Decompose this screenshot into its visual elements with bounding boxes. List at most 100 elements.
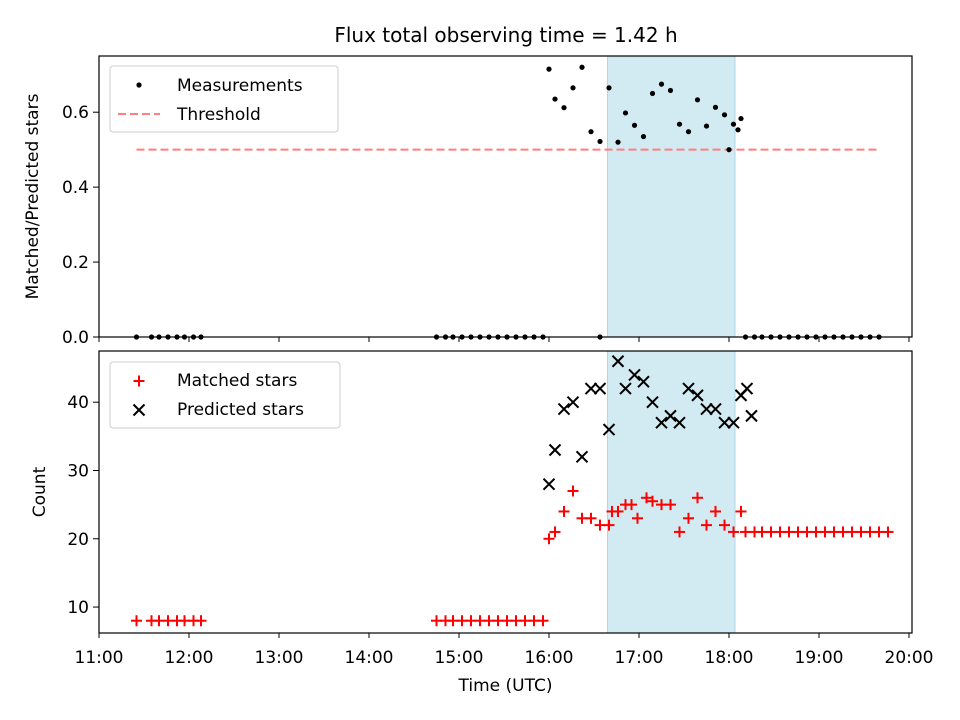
matched-point xyxy=(665,499,676,511)
x-stroke-b xyxy=(691,389,704,402)
matched-point xyxy=(719,519,730,531)
measurement-point xyxy=(606,85,612,91)
predicted-point xyxy=(575,450,589,464)
x-stroke-b xyxy=(575,450,589,464)
measurement-point xyxy=(694,97,701,103)
matched-point xyxy=(537,615,549,627)
predicted-point xyxy=(709,402,722,416)
x-stroke-b xyxy=(740,382,754,395)
y-tick-label: 40 xyxy=(67,393,89,413)
count-legend: Matched stars Predicted stars xyxy=(109,361,341,429)
predicted-point xyxy=(745,409,758,423)
measurement-point xyxy=(579,64,585,70)
matched-point xyxy=(728,526,739,538)
measurement-point xyxy=(649,90,656,97)
count-y-axis-label: Count xyxy=(30,466,50,517)
predicted-point xyxy=(557,402,571,416)
measurement-point xyxy=(730,121,737,127)
count-x-ticks: 11:00 12:00 13:00 14:00 15:00 16:00 17:00 18:00… xyxy=(75,633,934,668)
predicted-point xyxy=(727,416,740,429)
measurement-point xyxy=(712,104,719,110)
legend-predicted-label: Predicted stars xyxy=(177,400,304,420)
x-tick-label: 16:00 xyxy=(525,648,574,668)
matched-point xyxy=(647,495,658,507)
matched-point xyxy=(641,492,652,504)
ratio-legend-box xyxy=(109,65,339,133)
matched-point xyxy=(882,526,894,538)
matched-point xyxy=(543,533,555,545)
measurement-point xyxy=(676,121,683,127)
matched-point xyxy=(549,526,561,538)
x-tick-label: 13:00 xyxy=(255,648,304,668)
measurement-point xyxy=(721,112,728,118)
x-stroke-b xyxy=(682,382,695,395)
predicted-point xyxy=(584,382,598,395)
x-tick-label: 11:00 xyxy=(75,648,124,668)
y-tick-label: 20 xyxy=(67,530,89,550)
measurement-point xyxy=(685,129,692,135)
x-tick-label: 20:00 xyxy=(885,648,934,668)
y-tick-label: 30 xyxy=(67,461,89,481)
measurement-point xyxy=(588,129,594,135)
matched-point xyxy=(131,615,142,627)
x-tick-label: 15:00 xyxy=(435,648,484,668)
x-stroke-b xyxy=(709,402,722,416)
x-stroke-b xyxy=(602,423,616,436)
matched-point xyxy=(558,505,570,517)
count-axes-frame xyxy=(98,350,913,634)
y-tick-label: 10 xyxy=(67,598,89,618)
x-tick-label: 19:00 xyxy=(795,648,844,668)
x-tick-label: 17:00 xyxy=(615,648,664,668)
x-stroke-b xyxy=(718,416,731,429)
ratio-y-axis-label: Matched/Predicted stars xyxy=(23,93,43,299)
legend-threshold-label: Threshold xyxy=(176,105,261,125)
matched-point xyxy=(735,505,747,517)
predicted-point xyxy=(691,389,704,402)
measurement-point xyxy=(703,123,710,129)
measurement-point xyxy=(658,81,665,87)
x-stroke-b xyxy=(664,409,677,423)
predicted-point xyxy=(655,416,668,429)
x-stroke-b xyxy=(637,375,650,388)
matched-point xyxy=(710,505,721,517)
x-stroke-b xyxy=(700,402,713,416)
legend-matched-label: Matched stars xyxy=(177,371,297,391)
x-stroke-b xyxy=(673,416,686,429)
x-stroke-b xyxy=(611,355,625,368)
measurement-point xyxy=(735,127,741,133)
matched-point xyxy=(603,519,615,531)
x-stroke-b xyxy=(132,403,146,417)
predicted-point xyxy=(602,423,616,436)
matched-point xyxy=(692,492,703,504)
legend-matched-marker xyxy=(133,375,145,387)
x-stroke-b xyxy=(619,382,632,395)
x-stroke-b xyxy=(584,382,598,395)
legend-measurements-marker xyxy=(136,82,142,88)
measurement-point xyxy=(738,115,744,122)
y-tick-label: 0.2 xyxy=(62,253,89,273)
x-stroke-b xyxy=(542,477,556,491)
matched-point xyxy=(674,526,685,538)
y-tick-label: 0.6 xyxy=(62,103,89,123)
x-stroke-b xyxy=(655,416,668,429)
x-tick-label: 14:00 xyxy=(345,648,394,668)
predicted-point xyxy=(664,409,677,423)
count-marks xyxy=(131,355,894,627)
matched-point xyxy=(195,615,207,627)
measurement-point xyxy=(552,96,558,102)
legend-measurements-label: Measurements xyxy=(177,76,303,96)
matched-point xyxy=(626,499,637,511)
predicted-point xyxy=(542,477,556,491)
x-stroke-b xyxy=(628,368,641,382)
measurement-point xyxy=(570,85,576,91)
measurement-point xyxy=(597,138,603,145)
predicted-point xyxy=(740,382,754,395)
chart-title: Flux total observing time = 1.42 h xyxy=(334,23,677,47)
matched-point xyxy=(701,519,712,531)
predicted-point xyxy=(566,396,580,409)
x-stroke-b xyxy=(557,402,571,416)
matched-point xyxy=(612,505,624,517)
matched-point xyxy=(585,512,597,524)
predicted-point xyxy=(718,416,731,429)
